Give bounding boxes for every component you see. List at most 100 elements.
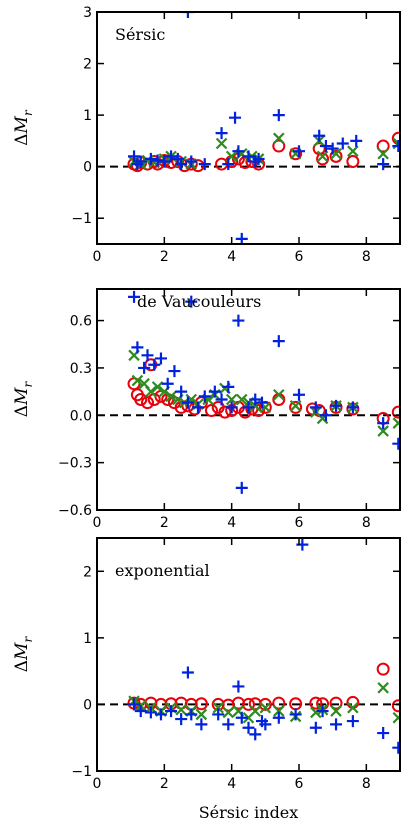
data-point-plus <box>148 358 161 371</box>
x-axis-label: Sérsic index <box>199 803 299 822</box>
data-point-plus <box>309 401 322 414</box>
data-point-plus <box>242 721 255 734</box>
data-point-circle <box>258 697 272 711</box>
data-point-plus <box>313 129 326 142</box>
data-point-circle <box>218 405 232 419</box>
plot-frame <box>96 288 401 511</box>
data-point-plus <box>319 140 332 153</box>
data-point-x <box>195 708 208 721</box>
data-point-circle <box>289 147 303 161</box>
data-point-plus <box>181 396 194 409</box>
data-point-plus <box>181 12 194 18</box>
data-point-plus <box>185 295 198 308</box>
y-tick-label: 0 <box>83 697 92 713</box>
x-tick-label: 8 <box>362 776 371 792</box>
data-point-plus <box>242 401 255 414</box>
y-tick-label: 0.0 <box>70 408 92 424</box>
data-point-circle <box>289 400 303 414</box>
data-point-plus <box>293 145 305 158</box>
data-point-plus <box>165 150 178 163</box>
data-point-circle <box>141 396 154 410</box>
data-point-plus <box>249 728 262 741</box>
y-tick-label: −1 <box>71 211 92 227</box>
data-point-plus <box>131 341 144 354</box>
data-point-plus <box>134 705 147 718</box>
data-point-plus <box>249 393 262 406</box>
data-point-plus <box>144 706 157 719</box>
data-point-plus <box>377 727 390 740</box>
data-point-x <box>316 150 329 163</box>
data-point-plus <box>141 349 154 362</box>
data-point-x <box>225 393 238 406</box>
data-point-plus <box>144 152 157 165</box>
data-point-plus <box>296 538 309 551</box>
data-points <box>127 290 400 494</box>
data-point-plus <box>161 377 174 390</box>
panel-annotation: exponential <box>115 561 210 580</box>
data-point-plus <box>192 401 204 414</box>
y-axis-label: ΔMr <box>12 109 35 146</box>
x-tick-label: 2 <box>160 249 169 265</box>
data-point-x <box>215 137 228 150</box>
data-point-plus <box>212 708 225 721</box>
data-point-plus <box>255 396 268 409</box>
data-point-plus <box>259 718 272 731</box>
y-tick-label: 0.6 <box>70 314 92 330</box>
y-tick-label: 1 <box>83 108 92 124</box>
data-point-plus <box>235 481 248 494</box>
data-point-plus <box>134 155 147 168</box>
data-point-x <box>235 393 248 406</box>
data-point-plus <box>377 417 390 430</box>
data-point-plus <box>165 705 178 718</box>
data-point-plus <box>272 109 285 122</box>
data-point-plus <box>185 155 198 168</box>
data-point-circle <box>376 662 390 676</box>
panel-1: 0 2 4 6 8 −1 0 1 2 3 Sérsic ΔMr <box>12 5 401 265</box>
data-point-plus <box>154 352 167 365</box>
data-point-plus <box>208 385 221 398</box>
data-point-circle <box>204 404 218 418</box>
data-point-circle <box>346 155 360 169</box>
data-point-x <box>145 385 157 398</box>
data-point-plus <box>242 150 255 163</box>
data-point-circle <box>309 696 323 710</box>
y-tick-label: 0.3 <box>70 361 92 377</box>
data-point-plus <box>138 361 151 374</box>
data-point-circle <box>194 697 208 711</box>
data-point-plus <box>289 708 302 721</box>
data-point-circle <box>391 699 400 713</box>
data-point-x <box>212 701 224 714</box>
data-point-circle <box>252 404 266 418</box>
x-tick-label: 0 <box>93 249 102 265</box>
data-point-circle <box>272 696 286 710</box>
y-axis-label: ΔMr <box>12 636 35 673</box>
data-point-plus <box>128 698 141 711</box>
data-point-x <box>310 706 322 719</box>
data-point-plus <box>232 680 245 693</box>
x-tick-label: 4 <box>227 776 236 792</box>
data-point-circle <box>376 139 390 153</box>
data-point-plus <box>222 380 235 393</box>
data-point-plus <box>316 705 329 718</box>
data-point-plus <box>377 158 390 171</box>
data-point-plus <box>326 142 339 155</box>
data-point-circle <box>391 405 400 419</box>
data-point-plus <box>235 232 248 244</box>
x-tick-label: 0 <box>93 776 102 792</box>
y-axis-label: ΔMr <box>12 381 35 418</box>
plot-frame <box>96 537 401 772</box>
data-point-plus <box>252 152 265 165</box>
x-tick-label: 4 <box>227 515 236 531</box>
data-point-x <box>392 711 400 724</box>
data-point-x <box>151 381 164 393</box>
x-tick-label: 6 <box>295 515 304 531</box>
y-tick-label: 2 <box>83 57 92 73</box>
data-point-plus <box>232 145 245 158</box>
data-points <box>127 12 400 244</box>
data-point-plus <box>330 718 343 731</box>
data-point-plus <box>175 158 188 171</box>
y-tick-label: 1 <box>83 631 92 647</box>
data-point-plus <box>272 335 285 348</box>
data-point-plus <box>392 437 400 450</box>
data-point-plus <box>336 137 349 150</box>
